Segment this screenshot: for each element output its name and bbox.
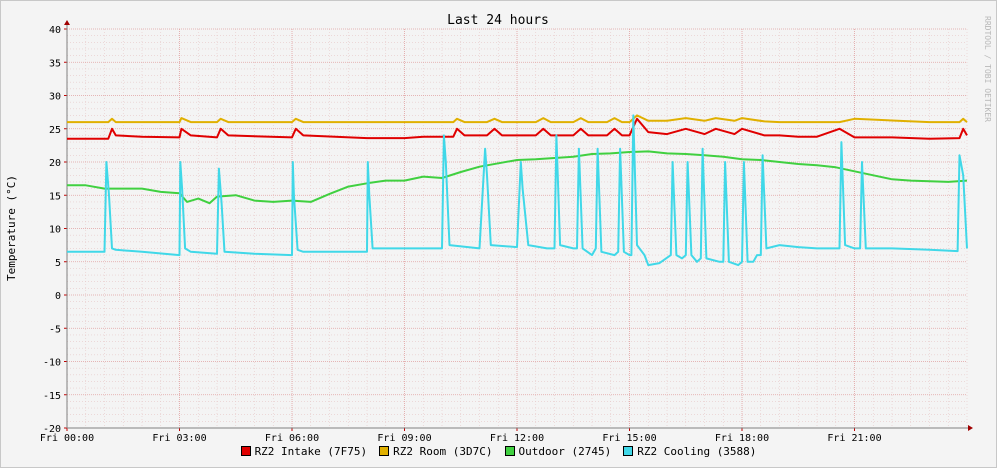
y-tick-label: -10 — [43, 358, 61, 369]
series-line-3 — [67, 150, 968, 205]
chart-title: Last 24 hours — [447, 13, 549, 28]
legend-item-1: RZ2 Intake (7F75) — [240, 445, 368, 458]
series-line-1 — [67, 117, 968, 140]
legend-item-3: Outdoor (2745) — [504, 445, 612, 458]
y-tick-label: -5 — [49, 324, 61, 335]
y-axis-label: Temperature (°C) — [5, 175, 18, 281]
series-line-4 — [67, 114, 968, 267]
y-tick-label: 0 — [55, 291, 61, 302]
x-tick-label: Fri 21:00 — [827, 433, 881, 444]
legend-item-2: RZ2 Room (3D7C) — [379, 445, 493, 458]
y-tick-label: 35 — [49, 58, 61, 69]
legend: RZ2 Intake (7F75) RZ2 Room (3D7C) Outdoor … — [0, 445, 997, 458]
x-tick-label: Fri 00:00 — [40, 433, 94, 444]
x-tick-label: Fri 03:00 — [152, 433, 206, 444]
legend-item-4: RZ2 Cooling (3588) — [623, 445, 756, 458]
y-tick-label: -15 — [43, 391, 61, 402]
legend-label: RZ2 Room (3D7C) — [393, 445, 493, 458]
x-tick-label: Fri 15:00 — [602, 433, 656, 444]
x-tick-label: Fri 06:00 — [265, 433, 319, 444]
y-axis-arrow — [64, 20, 70, 25]
y-tick-label: 25 — [49, 125, 61, 136]
y-tick-label: 5 — [55, 258, 61, 269]
axes: -20 -15 -10 -5 0 5 10 15 20 25 30 35 40 Fri 00:00 Fri … — [40, 20, 973, 444]
x-tick-label: Fri 18:00 — [715, 433, 769, 444]
x-tick-label: Fri 12:00 — [490, 433, 544, 444]
y-tick-label: 10 — [49, 225, 61, 236]
series-line-2 — [67, 114, 968, 124]
legend-swatch — [504, 446, 515, 456]
legend-label: Outdoor (2745) — [518, 445, 612, 458]
x-axis-arrow — [968, 425, 973, 431]
y-tick-label: 15 — [49, 191, 61, 202]
y-tick-label: 40 — [49, 25, 61, 36]
y-tick-label: -20 — [43, 424, 61, 435]
legend-swatch — [623, 446, 634, 456]
x-tick-label: Fri 09:00 — [377, 433, 431, 444]
legend-swatch — [240, 446, 251, 456]
series-lines — [67, 114, 968, 267]
legend-label: RZ2 Cooling (3588) — [637, 445, 757, 458]
y-tick-label: 30 — [49, 92, 61, 103]
y-tick-label: 20 — [49, 158, 61, 169]
grid — [66, 28, 968, 429]
legend-label: RZ2 Intake (7F75) — [254, 445, 368, 458]
watermark: RRDTOOL / TOBI OETIKER — [983, 16, 992, 122]
legend-swatch — [379, 446, 390, 456]
